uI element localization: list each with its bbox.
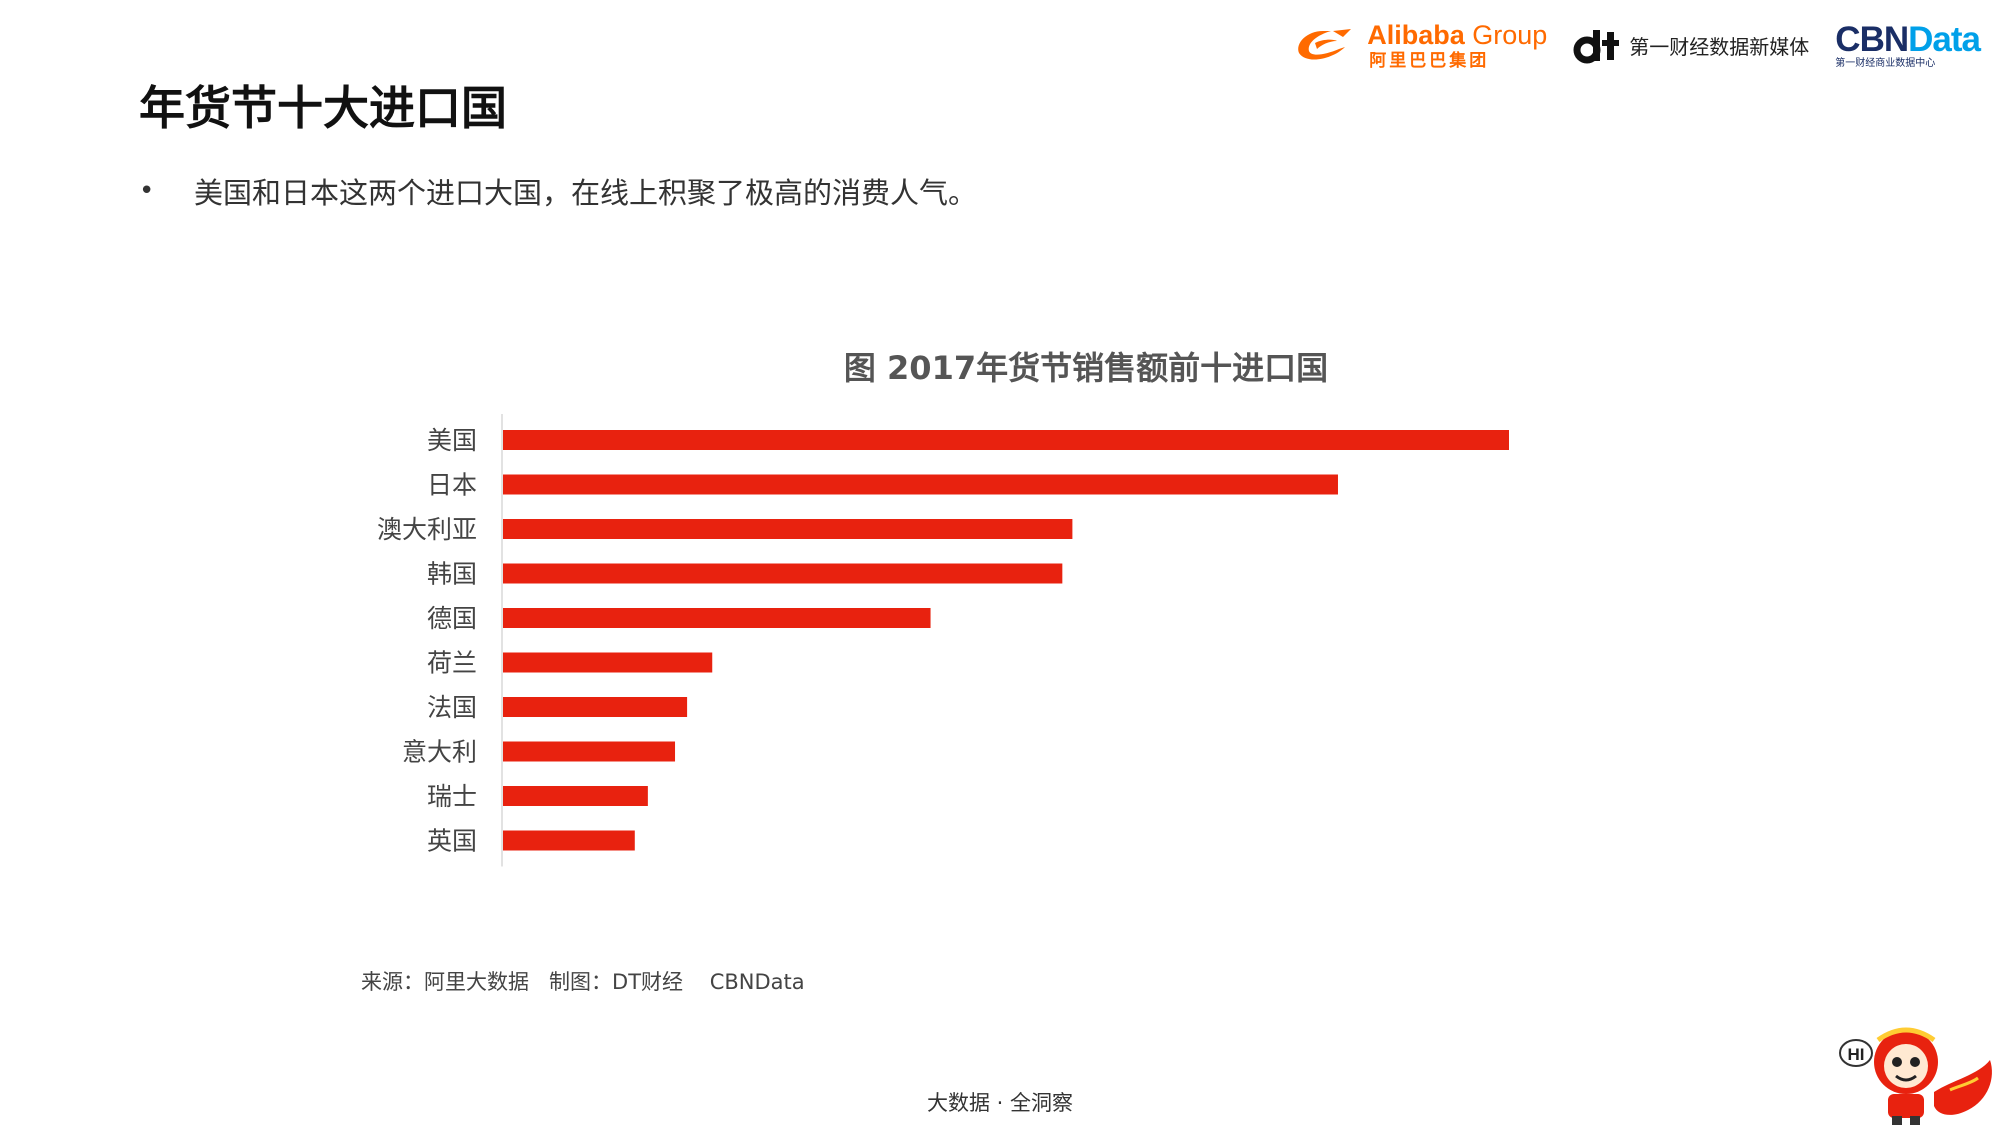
- category-label: 荷兰: [427, 649, 477, 678]
- category-label: 澳大利亚: [377, 515, 477, 544]
- bar: [503, 430, 1509, 450]
- category-label: 德国: [427, 604, 477, 633]
- bullet-point: • 美国和日本这两个进口大国，在线上积聚了极高的消费人气。: [139, 170, 977, 212]
- category-label: 意大利: [402, 738, 477, 767]
- page-title: 年货节十大进口国: [139, 81, 507, 135]
- bar: [503, 652, 713, 673]
- bar: [503, 474, 1338, 495]
- chart-title: 图 2017年货节销售额前十进口国: [843, 349, 1329, 387]
- category-label: 瑞士: [427, 782, 477, 811]
- bar: [503, 786, 648, 806]
- alibaba-group-logo: Alibaba Group 阿里巴巴集团: [1293, 22, 1547, 69]
- bar: [503, 608, 931, 628]
- category-label: 法国: [427, 693, 477, 722]
- category-label: 美国: [427, 426, 477, 455]
- bar: [503, 519, 1073, 539]
- bar: [503, 741, 676, 762]
- mascot-bubble-text: HI: [1848, 1045, 1865, 1064]
- alibaba-smile-icon: [1298, 28, 1352, 60]
- bar: [503, 563, 1063, 584]
- bullet-text: 美国和日本这两个进口大国，在线上积聚了极高的消费人气。: [194, 176, 978, 210]
- lion-dance-mascot: HI: [1839, 1027, 1992, 1125]
- bar: [503, 697, 688, 717]
- category-label: 日本: [427, 471, 477, 500]
- category-label: 英国: [427, 827, 477, 856]
- footer-tagline: 大数据 · 全洞察: [926, 1091, 1074, 1115]
- cbndata-logo: CBNData 第一财经商业数据中心: [1835, 20, 1981, 69]
- bar: [503, 830, 635, 851]
- category-label: 韩国: [427, 560, 477, 589]
- dt-logo: 第一财经数据新媒体: [1573, 26, 1809, 66]
- bullet-marker: •: [139, 176, 155, 206]
- dt-mark-icon: [1573, 29, 1620, 63]
- header-logos: Alibaba Group 阿里巴巴集团 第一财经数据新媒体 CBNData 第…: [1293, 20, 1981, 69]
- source-note: 来源：阿里大数据 制图：DT财经 CBNData: [361, 970, 805, 994]
